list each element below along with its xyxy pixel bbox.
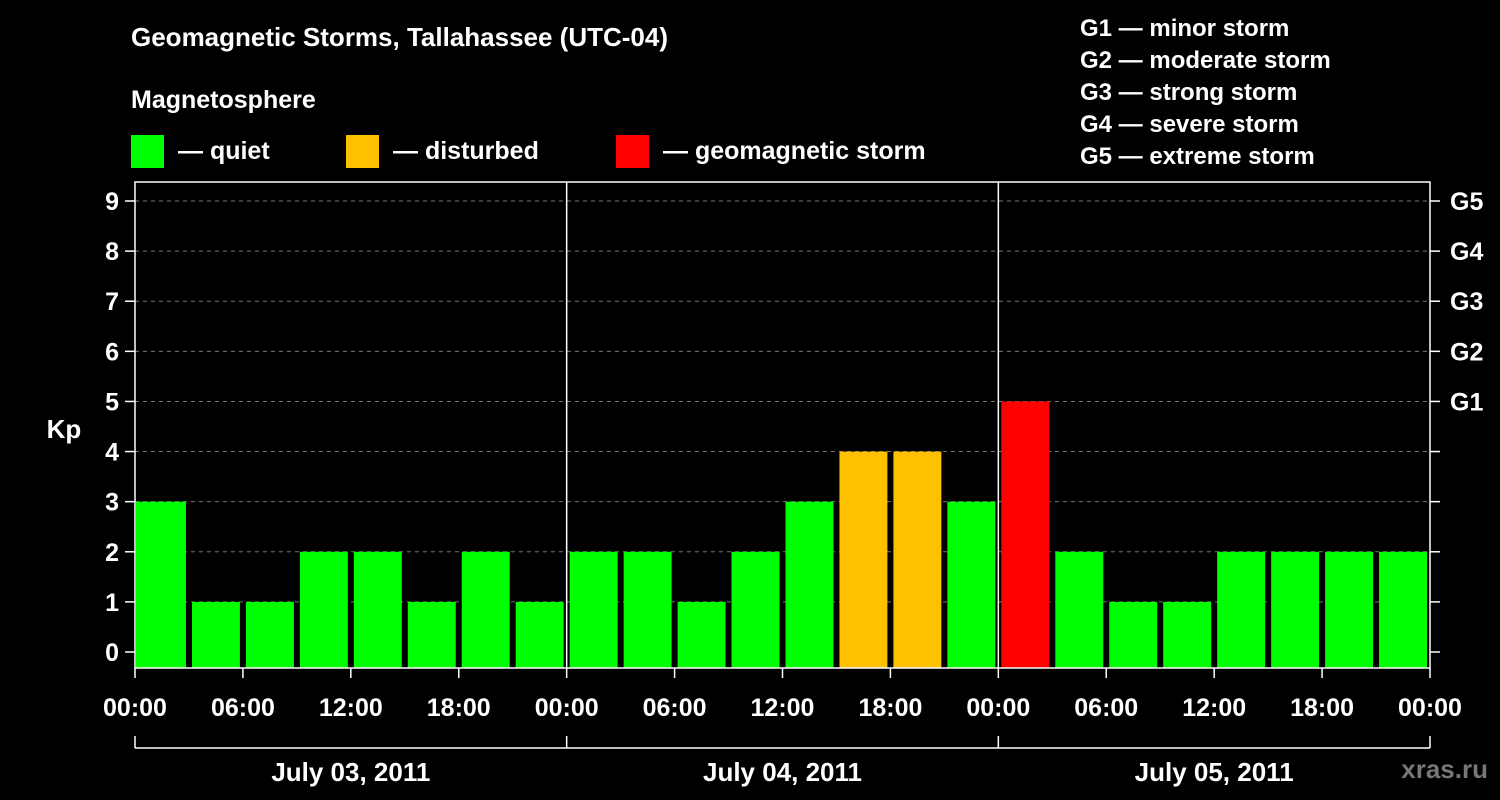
- kp-bar: [1109, 601, 1158, 668]
- kp-bar: [947, 501, 996, 668]
- day-label: July 03, 2011: [271, 757, 430, 787]
- kp-bar: [839, 451, 888, 668]
- x-tick-label: 00:00: [1398, 694, 1462, 722]
- legend-quiet: — quiet: [131, 134, 270, 168]
- legend-disturbed: — disturbed: [346, 134, 539, 168]
- kp-bar: [191, 601, 240, 668]
- kp-bar: [1379, 551, 1427, 668]
- x-tick-label: 00:00: [103, 694, 167, 722]
- kp-bar: [407, 601, 456, 668]
- g-scale-item: G1 — minor storm: [1080, 15, 1290, 42]
- y-axis-label: Kp: [47, 414, 82, 444]
- kp-bar: [515, 601, 564, 668]
- chart-title: Geomagnetic Storms, Tallahassee (UTC-04): [131, 22, 669, 52]
- g-level-label: G2: [1450, 338, 1483, 366]
- x-tick-label: 00:00: [535, 694, 599, 722]
- kp-bar: [623, 551, 672, 668]
- y-tick-label: 6: [105, 338, 119, 366]
- y-tick-label: 1: [105, 589, 119, 617]
- kp-bar: [785, 501, 834, 668]
- day-label: July 04, 2011: [703, 757, 862, 787]
- x-tick-label: 18:00: [858, 694, 922, 722]
- g-scale-list: G1 — minor storm G2 — moderate storm G3 …: [1080, 13, 1331, 173]
- x-tick-label: 12:00: [1182, 694, 1246, 722]
- storm-swatch: [616, 134, 649, 168]
- kp-bar: [245, 601, 294, 668]
- kp-bar: [893, 451, 942, 668]
- kp-bar: [1163, 601, 1212, 668]
- g-scale-item: G5 — extreme storm: [1080, 143, 1315, 170]
- kp-bar: [1325, 551, 1374, 668]
- kp-bar: [136, 501, 186, 668]
- kp-bar: [1001, 401, 1050, 668]
- g-level-label: G4: [1450, 238, 1483, 266]
- watermark: xras.ru: [1401, 754, 1488, 784]
- quiet-swatch: [131, 134, 164, 168]
- kp-bar: [1055, 551, 1104, 668]
- g-level-label: G1: [1450, 388, 1483, 416]
- g-scale-item: G2 — moderate storm: [1080, 47, 1331, 74]
- x-tick-label: 06:00: [211, 694, 275, 722]
- legend-heading: Magnetosphere: [131, 86, 316, 114]
- y-tick-label: 7: [105, 288, 119, 316]
- x-tick-label: 18:00: [427, 694, 491, 722]
- legend-disturbed-label: — disturbed: [393, 136, 539, 165]
- y-tick-label: 0: [105, 639, 119, 667]
- x-tick-label: 12:00: [319, 694, 383, 722]
- x-tick-label: 00:00: [966, 694, 1030, 722]
- y-tick-label: 5: [105, 388, 119, 416]
- kp-bar: [1217, 551, 1266, 668]
- x-tick-label: 06:00: [643, 694, 707, 722]
- g-level-label: G5: [1450, 188, 1483, 216]
- kp-bar: [731, 551, 780, 668]
- y-tick-label: 2: [105, 539, 119, 567]
- y-tick-label: 4: [105, 439, 119, 467]
- y-tick-label: 8: [105, 238, 119, 266]
- y-tick-label: 9: [105, 188, 119, 216]
- legend-storm: — geomagnetic storm: [616, 134, 926, 168]
- g-scale-item: G4 — severe storm: [1080, 111, 1299, 138]
- kp-bar: [299, 551, 348, 668]
- day-label: July 05, 2011: [1135, 757, 1294, 787]
- x-tick-label: 12:00: [751, 694, 815, 722]
- kp-bar: [353, 551, 402, 668]
- kp-bar: [461, 551, 510, 668]
- kp-bar: [677, 601, 726, 668]
- x-tick-label: 18:00: [1290, 694, 1354, 722]
- g-level-label: G3: [1450, 288, 1483, 316]
- kp-bar: [569, 551, 618, 668]
- legend-storm-label: — geomagnetic storm: [663, 136, 926, 165]
- g-scale-item: G3 — strong storm: [1080, 79, 1298, 106]
- kp-bar: [1271, 551, 1320, 668]
- x-tick-label: 06:00: [1074, 694, 1138, 722]
- disturbed-swatch: [346, 134, 379, 168]
- legend-quiet-label: — quiet: [178, 136, 270, 165]
- y-tick-label: 3: [105, 489, 119, 517]
